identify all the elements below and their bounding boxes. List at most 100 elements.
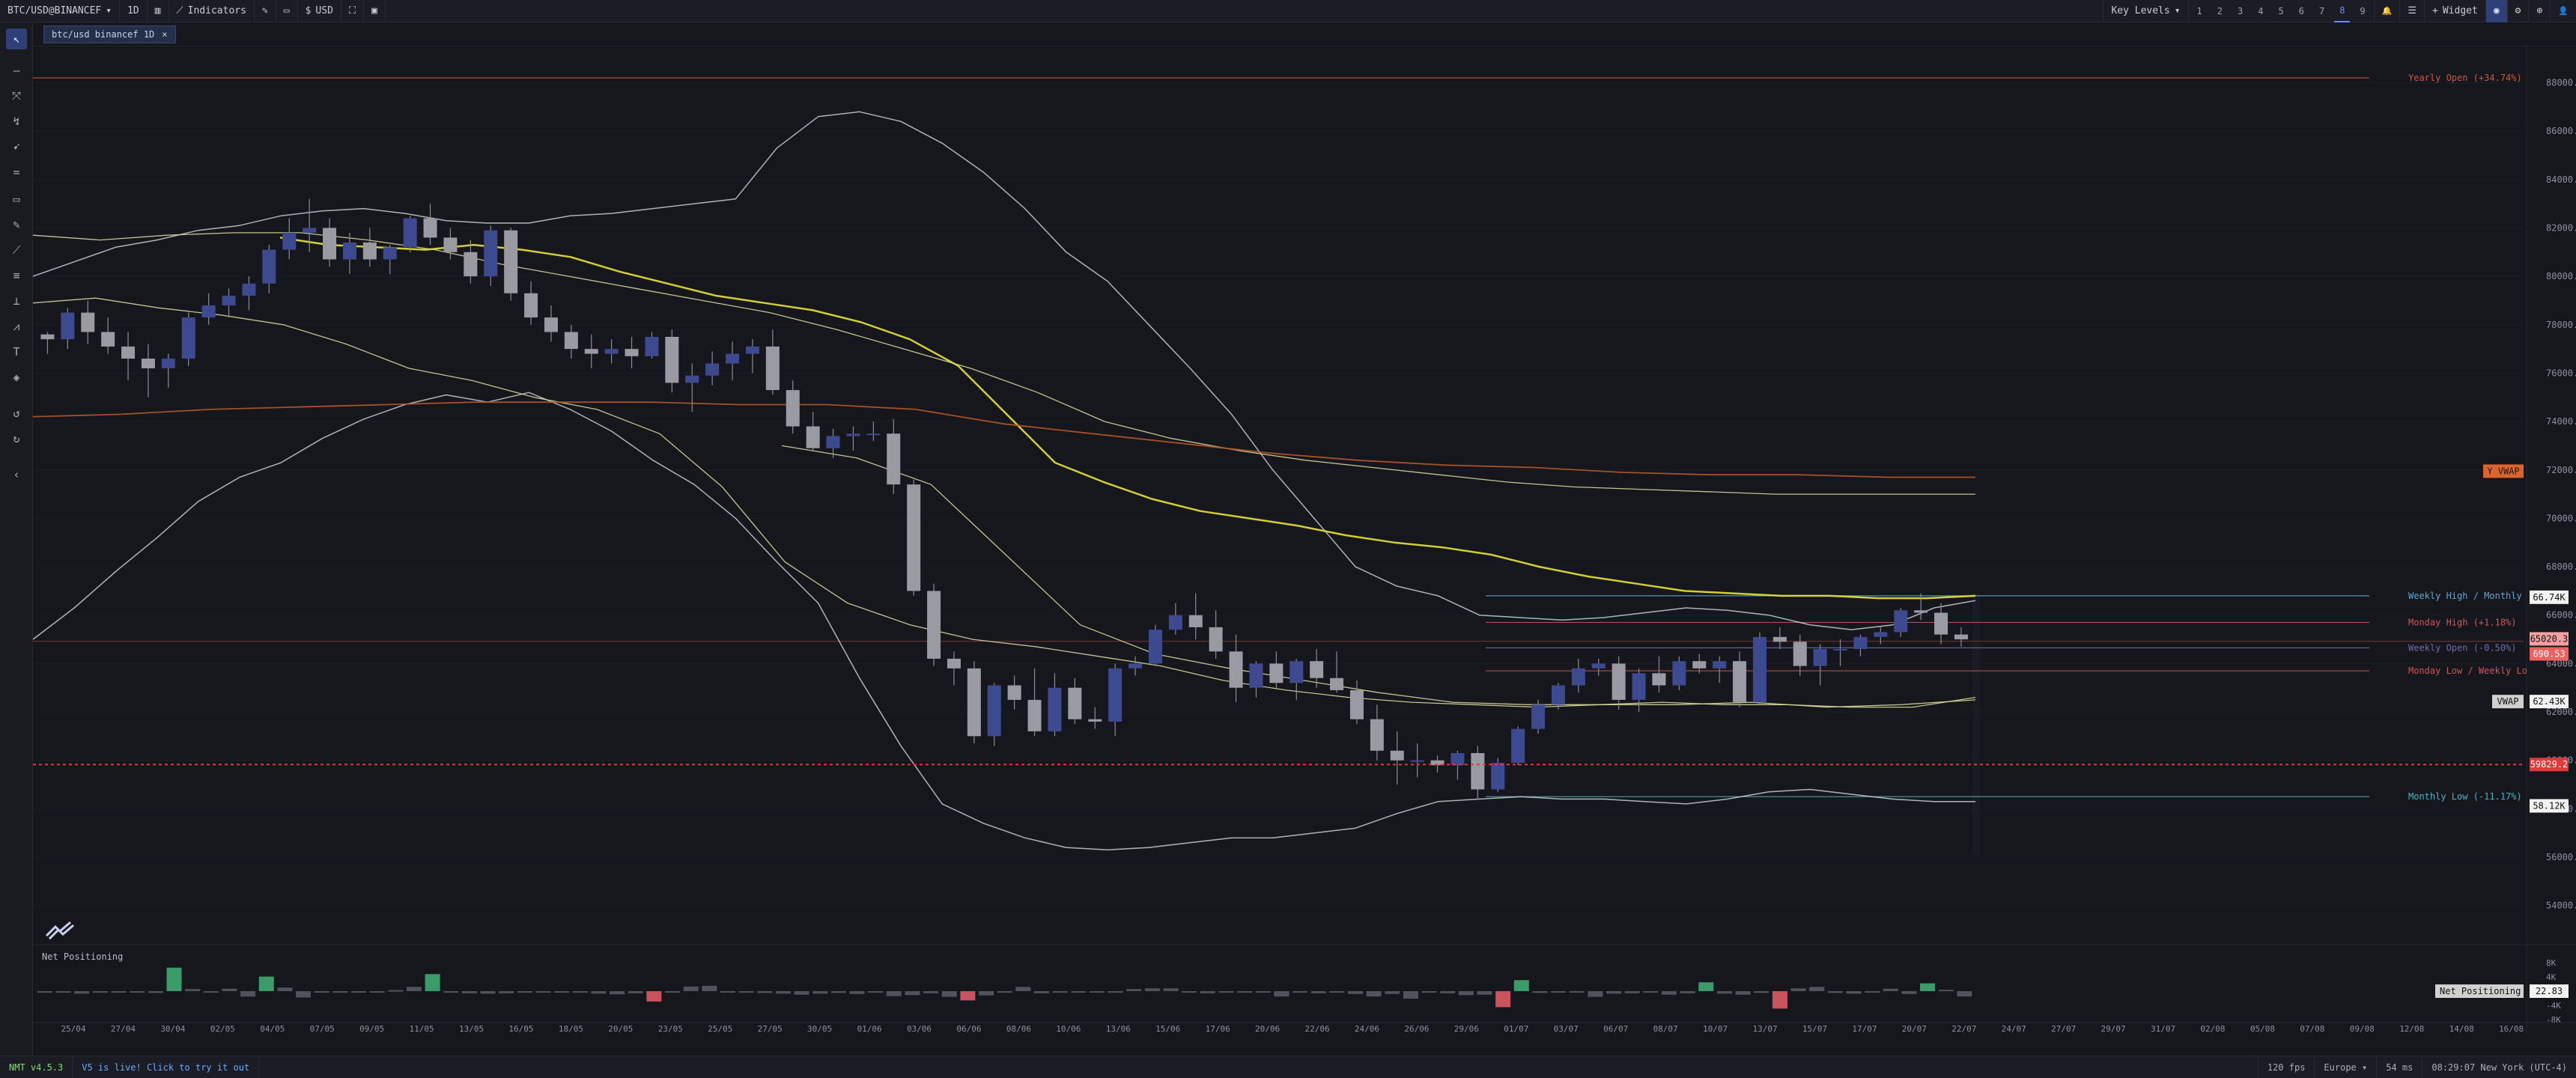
brush-tool-icon[interactable]: ✎ — [13, 218, 20, 231]
net-positioning-bar — [923, 991, 939, 993]
ray-tool-icon[interactable]: ➹ — [13, 140, 20, 153]
price-tag — [2483, 464, 2524, 478]
currency-selector[interactable]: $ USD — [298, 0, 341, 22]
chart-canvas[interactable]: 88000.0 86000.0 84000.0 82000.0 80000.0 78000… — [33, 46, 2576, 1035]
layout-button-1[interactable]: 1 — [2196, 5, 2202, 16]
layout-button-6[interactable]: 6 — [2298, 5, 2304, 16]
draw-button[interactable]: ✎ — [255, 0, 276, 22]
templates-button[interactable]: ▭ — [276, 0, 298, 22]
upgrade-notice-link[interactable]: V5 is live! Click to try it out — [73, 1056, 260, 1078]
candle-body — [1108, 668, 1123, 722]
net-positioning-bar — [1716, 991, 1732, 994]
chart-tab[interactable]: btc/usd binancef 1D × — [43, 25, 176, 43]
candle-body — [1209, 627, 1223, 652]
date-tick-label: 20/05 — [608, 1024, 633, 1034]
layout-button-2[interactable]: 2 — [2217, 5, 2223, 16]
interval-selector[interactable]: 1D — [120, 0, 148, 22]
net-positioning-bar — [1458, 991, 1474, 996]
net-positioning-bar — [1385, 991, 1400, 994]
symbol-label: BTC/USD@BINANCEF — [7, 5, 102, 16]
collapse-icon[interactable]: ‹ — [13, 468, 20, 481]
alerts-button[interactable]: 🔔 — [2373, 0, 2400, 22]
fps-label: 120 fps — [2257, 1056, 2315, 1078]
price-tick-label: 68000.0 — [2546, 561, 2576, 572]
candle-body — [181, 317, 195, 359]
price-tag-label: 59829.2 — [2530, 759, 2569, 770]
net-positioning-bar — [572, 991, 588, 993]
horizontal-line-tool-icon[interactable]: — — [13, 64, 20, 77]
candle-body — [1833, 648, 1847, 651]
latency-label: 54 ms — [2376, 1056, 2422, 1078]
net-positioning-bar — [55, 991, 71, 993]
candle-body — [1269, 663, 1284, 683]
layout-button-4[interactable]: 4 — [2258, 5, 2264, 16]
date-tick-label: 13/06 — [1106, 1024, 1131, 1034]
path-tool-icon[interactable]: ↯ — [13, 115, 20, 128]
chart-area[interactable]: 88000.0 86000.0 84000.0 82000.0 80000.0 78000… — [33, 46, 2576, 1035]
account-button[interactable]: 👤 — [2550, 0, 2576, 22]
add-widget-button[interactable]: + Widget — [2424, 0, 2485, 22]
candle-body — [201, 305, 216, 318]
net-positioning-bar — [646, 991, 662, 1002]
date-tick-label: 27/07 — [2051, 1024, 2076, 1034]
net-positioning-bar — [1827, 991, 1843, 993]
ruler-tool-icon[interactable]: ⟂ — [13, 294, 20, 308]
layout-button-3[interactable]: 3 — [2238, 5, 2244, 16]
cursor-tool-icon[interactable]: ↖ — [6, 28, 27, 49]
date-tick-label: 27/04 — [111, 1024, 136, 1034]
snapshot-button[interactable]: ▣ — [364, 0, 386, 22]
layout-button-9[interactable]: 9 — [2360, 5, 2366, 16]
layout-button-8[interactable]: 8 — [2334, 0, 2351, 22]
overlay-line — [33, 392, 1975, 851]
redo-icon[interactable]: ↻ — [13, 432, 20, 445]
symbol-selector[interactable]: BTC/USD@BINANCEF ▾ — [0, 0, 121, 22]
region-selector[interactable]: Europe ▾ — [2314, 1056, 2376, 1078]
parallel-lines-tool-icon[interactable]: = — [13, 165, 20, 179]
indicators-button[interactable]: ⟋ Indicators — [169, 0, 255, 22]
date-tick-label: 06/07 — [1603, 1024, 1628, 1034]
controller-button[interactable]: ⊕ — [2528, 0, 2550, 22]
candle-body — [1531, 704, 1546, 729]
net-positioning-bar — [1754, 991, 1770, 993]
candle-body — [685, 375, 699, 383]
key-level-label: Monday High (+1.18%) — [2408, 617, 2517, 627]
close-icon[interactable]: × — [162, 29, 168, 40]
candle-body — [161, 359, 175, 368]
net-positioning-bar — [1033, 991, 1049, 993]
candle-body — [443, 237, 458, 252]
undo-icon[interactable]: ↺ — [13, 406, 20, 420]
candle-body — [1954, 634, 1968, 640]
trend-tool-icon[interactable]: ⤧ — [11, 89, 21, 103]
layers-tool-icon[interactable]: ◈ — [13, 371, 20, 384]
price-tag-label: 66.74K — [2533, 592, 2566, 603]
date-tick-label: 24/06 — [1355, 1024, 1379, 1034]
date-tick-label: 08/06 — [1006, 1024, 1031, 1034]
fullscreen-button[interactable]: ⛶ — [341, 0, 365, 22]
text-tool-icon[interactable]: T — [13, 345, 20, 359]
layout-button-5[interactable]: 5 — [2278, 5, 2284, 16]
fib-tool-icon[interactable]: ≡ — [13, 269, 20, 282]
candle-body — [1874, 632, 1888, 637]
price-tag — [2530, 590, 2569, 604]
rectangle-tool-icon[interactable]: ▭ — [13, 192, 20, 206]
net-positioning-bar — [960, 991, 976, 1001]
watchlist-button[interactable]: ☰ — [2399, 0, 2424, 22]
date-tick-label: 08/07 — [1653, 1024, 1678, 1034]
projection-tool-icon[interactable]: ⩘ — [13, 320, 20, 333]
date-tick-label: 12/08 — [2399, 1024, 2424, 1034]
settings-button[interactable]: ⚙ — [2506, 0, 2529, 22]
candle-body — [1692, 661, 1707, 669]
chart-type-button[interactable]: ▥ — [148, 0, 169, 22]
candle-body — [323, 228, 337, 260]
screenshot-button[interactable]: ◉ — [2485, 0, 2507, 22]
joystick-icon: ⊕ — [2536, 5, 2543, 16]
candle-body — [1934, 612, 1948, 635]
candle-body — [1672, 661, 1686, 686]
date-tick-label: 17/06 — [1206, 1024, 1230, 1034]
chart-line-tool-icon[interactable]: ⟋ — [12, 243, 21, 257]
key-levels-dropdown[interactable]: Key Levels ▾ — [2103, 0, 2187, 22]
layout-button-7[interactable]: 7 — [2318, 5, 2325, 16]
np-value-tag — [2435, 984, 2524, 998]
pencil-icon: ✎ — [261, 5, 268, 16]
